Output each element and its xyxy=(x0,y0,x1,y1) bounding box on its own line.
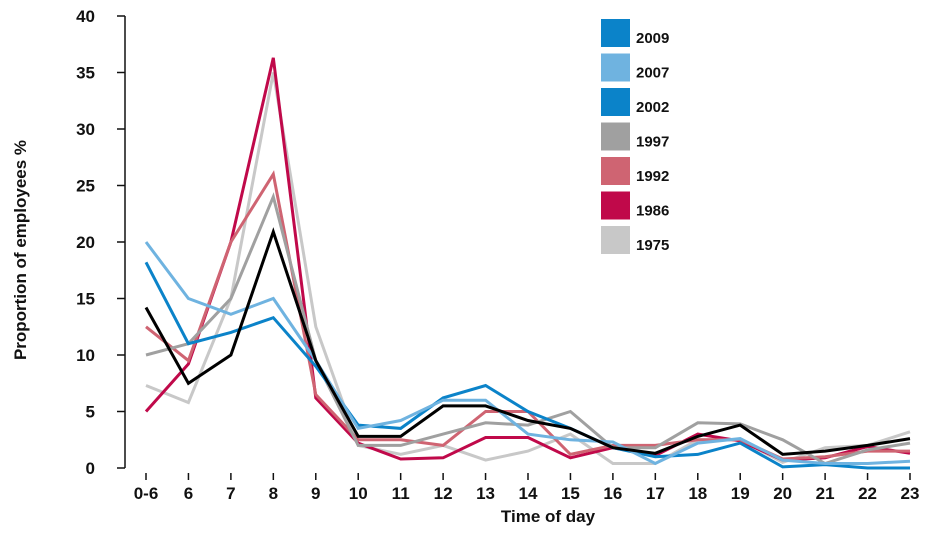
x-tick-label: 7 xyxy=(226,484,235,503)
series-line-2009-black xyxy=(144,227,911,456)
legend-label-2002: 2002 xyxy=(636,99,669,116)
series-line-1975 xyxy=(145,72,911,465)
y-tick-label: 15 xyxy=(76,290,95,309)
legend-label-2007: 2007 xyxy=(636,65,669,82)
x-tick-label: 13 xyxy=(476,484,495,503)
y-tick-label: 25 xyxy=(76,177,95,196)
legend-swatch-1975 xyxy=(601,226,630,254)
legend-swatch-1992 xyxy=(601,157,630,185)
x-tick-label: 8 xyxy=(269,484,278,503)
legend-swatch-2002 xyxy=(601,88,630,116)
x-tick-label: 11 xyxy=(392,484,410,503)
x-tick-label: 19 xyxy=(731,484,750,503)
x-axis-title: Time of day xyxy=(501,507,596,526)
y-axis-title: Proportion of employees % xyxy=(11,140,30,360)
legend-swatch-2009 xyxy=(601,19,630,47)
y-tick-label: 5 xyxy=(86,403,95,422)
legend-swatch-1986 xyxy=(601,191,630,220)
x-tick-label: 0-6 xyxy=(134,484,159,503)
series-line-1986 xyxy=(144,57,911,462)
y-tick-label: 30 xyxy=(76,120,95,139)
legend-label-2009: 2009 xyxy=(636,30,669,47)
y-axis: 0 5 10 15 20 25 30 35 40 xyxy=(76,7,126,478)
legend-label-1997: 1997 xyxy=(636,134,669,151)
series-line-1997 xyxy=(145,192,911,466)
series-layer xyxy=(144,57,911,470)
series-line-1992 xyxy=(145,170,910,461)
x-tick-label: 23 xyxy=(901,484,920,503)
series-line-2007 xyxy=(144,241,911,466)
y-tick-label: 0 xyxy=(86,459,95,478)
x-tick-label: 20 xyxy=(773,484,792,503)
legend-label-1992: 1992 xyxy=(636,168,669,185)
x-tick-label: 10 xyxy=(349,484,368,503)
legend-swatch-1997 xyxy=(601,122,630,151)
x-tick-label: 22 xyxy=(858,484,877,503)
x-tick-label: 9 xyxy=(311,484,320,503)
x-tick-label: 12 xyxy=(434,484,453,503)
legend-label-1986: 1986 xyxy=(636,203,669,220)
y-tick-label: 20 xyxy=(76,233,95,252)
y-tick-label: 10 xyxy=(76,346,95,365)
x-tick-label: 16 xyxy=(603,484,622,503)
series-line-2002 xyxy=(144,261,910,470)
x-tick-label: 21 xyxy=(816,484,835,503)
x-tick-label: 17 xyxy=(646,484,665,503)
x-axis: 0-6 6 7 8 9 10 11 12 13 14 15 16 17 18 19 20 21 22 23 xyxy=(134,473,920,503)
x-tick-label: 14 xyxy=(519,484,538,503)
legend: 2009 2007 2002 1997 1992 1986 1975 xyxy=(601,19,669,254)
x-tick-label: 18 xyxy=(688,484,707,503)
x-tick-label: 15 xyxy=(561,484,580,503)
legend-swatch-2007 xyxy=(601,53,630,82)
y-tick-label: 35 xyxy=(76,64,95,83)
y-tick-label: 40 xyxy=(76,7,95,26)
legend-label-1975: 1975 xyxy=(636,237,669,254)
x-tick-label: 6 xyxy=(184,484,193,503)
